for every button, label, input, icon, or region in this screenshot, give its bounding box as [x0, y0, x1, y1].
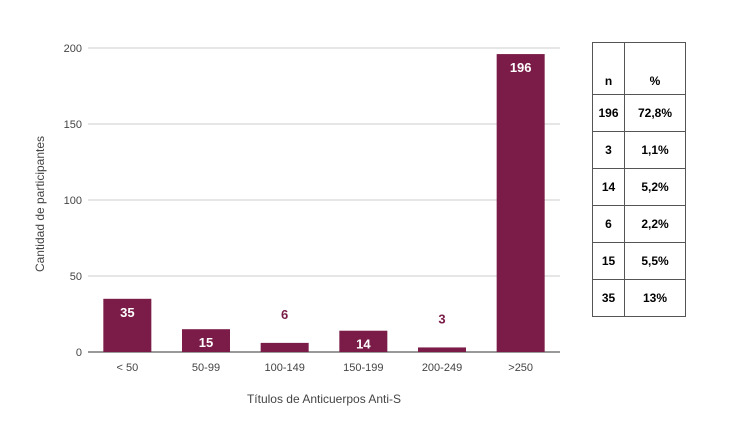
table-header-row: n %	[592, 42, 686, 95]
bar-data-label: 35	[120, 305, 134, 320]
table-row: 14 5,2%	[592, 168, 686, 206]
table-header-percent: %	[624, 42, 686, 95]
bar-chart: 0 50 100 150 200 35 < 50 15 50-99 6 100-149 14 150-1…	[33, 43, 560, 406]
x-tick-label: 150-199	[343, 362, 383, 374]
x-tick-label: 50-99	[192, 362, 220, 374]
y-tick-label: 200	[64, 43, 82, 55]
x-tick-label: 100-149	[264, 362, 304, 374]
table-cell-percent: 2,2%	[624, 205, 686, 243]
table-header-n: n	[592, 42, 625, 95]
table-cell-percent: 72,8%	[624, 94, 686, 132]
bar-data-label: 14	[356, 337, 371, 352]
x-tick-label: >250	[508, 362, 533, 374]
table-row: 15 5,5%	[592, 242, 686, 280]
table-cell-percent: 5,2%	[624, 168, 686, 206]
table-row: 6 2,2%	[592, 205, 686, 243]
bar	[339, 330, 388, 352]
table-row: 35 13%	[592, 279, 686, 317]
table-cell-n: 14	[592, 168, 625, 206]
bar	[260, 342, 309, 352]
table-cell-n: 35	[592, 279, 625, 317]
table-cell-percent: 1,1%	[624, 131, 686, 169]
table-cell-n: 15	[592, 242, 625, 280]
bar-data-label: 3	[438, 311, 445, 326]
table-cell-n: 6	[592, 205, 625, 243]
chart-svg: 0 50 100 150 200 35 < 50 15 50-99 6 100-149 14 150-1…	[33, 43, 560, 406]
table-cell-n: 196	[592, 94, 625, 132]
table-row: 3 1,1%	[592, 131, 686, 169]
bar-data-label: 196	[510, 60, 532, 75]
bar	[103, 298, 152, 352]
bar	[496, 54, 545, 353]
y-tick-label: 0	[76, 347, 82, 359]
participants-table: n % 196 72,8% 3 1,1% 14 5,2% 6 2,2% 15 5…	[592, 42, 686, 317]
y-axis-title: Cantidad de participantes	[33, 136, 47, 272]
x-tick-label: 200-249	[422, 362, 462, 374]
bar-data-label: 15	[199, 335, 213, 350]
y-tick-label: 50	[70, 271, 82, 283]
x-axis-title: Títulos de Anticuerpos Anti-S	[247, 392, 401, 406]
table-row: 196 72,8%	[592, 94, 686, 132]
table-cell-percent: 5,5%	[624, 242, 686, 280]
y-tick-label: 150	[64, 119, 82, 131]
y-tick-label: 100	[64, 195, 82, 207]
table-cell-percent: 13%	[624, 279, 686, 317]
table-cell-n: 3	[592, 131, 625, 169]
bar-data-label: 6	[281, 307, 288, 322]
bar	[182, 329, 230, 352]
x-tick-label: < 50	[116, 362, 138, 374]
bar	[418, 347, 466, 352]
